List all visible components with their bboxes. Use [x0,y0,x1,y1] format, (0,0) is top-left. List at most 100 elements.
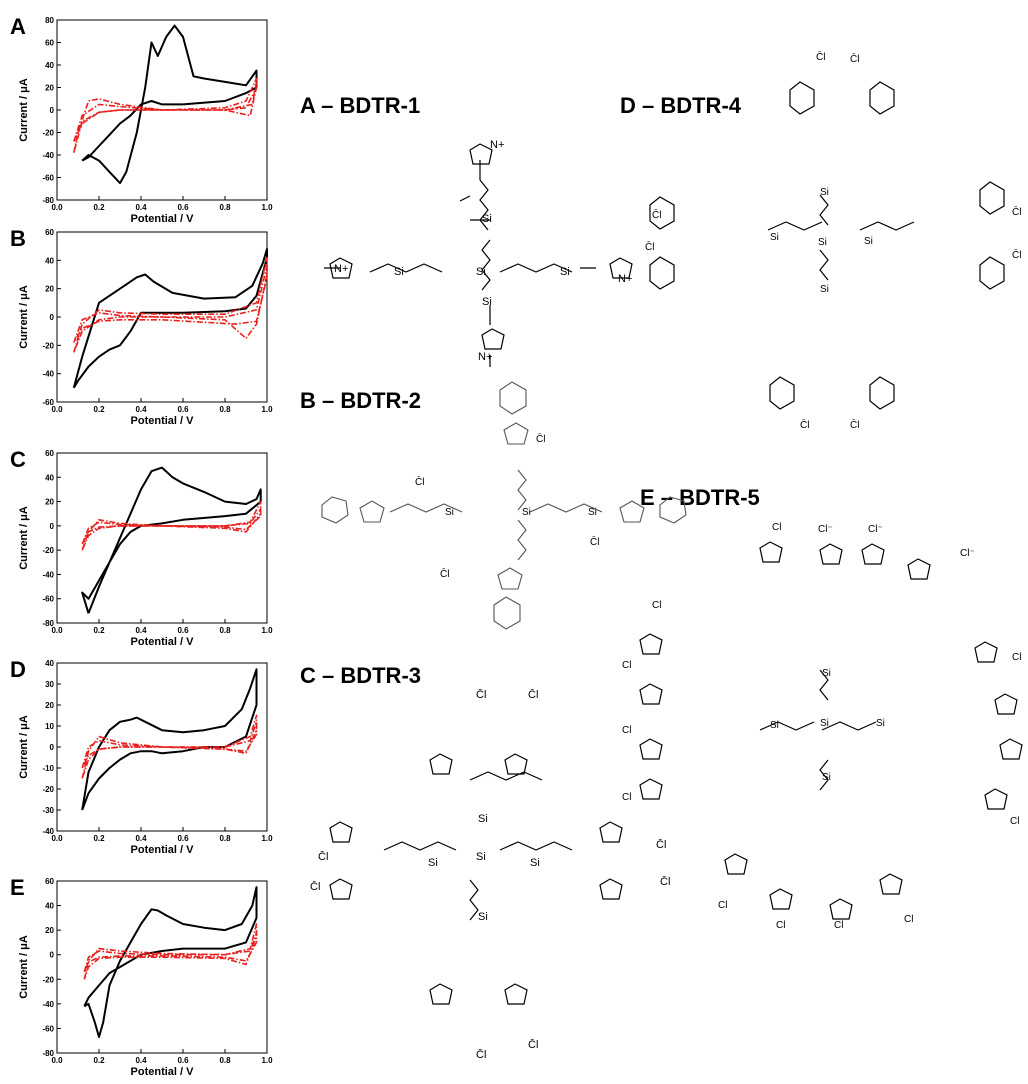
y-tick-label: 0 [50,743,55,752]
y-tick-label: -20 [42,129,54,138]
x-axis-label: Potential / V [131,415,195,427]
atom-label-cl: C̄l [850,418,859,431]
panel-letter: C [10,447,26,472]
y-tick-label: -80 [42,619,54,628]
x-tick-label: 0.4 [135,834,147,843]
x-tick-label: 1.0 [261,626,273,635]
x-tick-label: 0.2 [93,626,105,635]
atom-label-si: Si [822,668,831,679]
x-axis-label: Potential / V [131,1066,195,1078]
x-tick-label: 0.8 [219,626,231,635]
y-tick-label: 10 [45,722,54,731]
atom-label-cl: C̄l [476,1048,486,1061]
x-tick-label: 0.6 [177,626,189,635]
y-tick-label: -10 [42,764,54,773]
y-tick-label: -60 [42,398,54,407]
atom-label-cl: C̄l [440,567,449,580]
atom-label-cl: Cl [834,920,843,931]
y-tick-label: 40 [45,61,54,70]
y-axis-label: Current / μA [18,506,30,570]
cv-curve-dashdot-1 [73,77,258,154]
y-tick-label: -60 [42,1024,54,1033]
x-tick-label: 0.2 [93,203,105,212]
cv-curve-dashdot-1 [81,714,258,779]
structure-bdtr-4: Si Si Si Si Si C̄l C̄l C̄l C̄l C̄l C̄l C… [645,50,1021,431]
atom-label-si: Si [428,857,438,869]
structure-bdtr-3: Si Si Si Si Si C̄l C̄l C̄l C̄l C̄l C̄l C… [310,688,670,1061]
atom-label-si: Si [820,718,829,729]
x-axis-label: Potential / V [131,844,195,856]
x-tick-label: 0.8 [219,405,231,414]
cv-curve-dashdot-1 [73,256,268,353]
x-tick-label: 0.8 [219,203,231,212]
panel-letter: B [10,226,26,251]
y-tick-label: 0 [50,106,55,115]
atom-label-si: Si [770,720,779,731]
x-tick-label: 0.6 [177,405,189,414]
atom-label-cl: Cl [622,725,631,736]
structure-bdtr-2: Si Si Si C̄l C̄l C̄l C̄l [321,381,687,630]
plot-frame [56,452,268,624]
atom-label-cl: C̄l [1012,248,1021,261]
atom-label-cl: Cl⁻ [818,524,833,535]
cv-curve-solid [72,248,268,389]
x-tick-label: 0.8 [219,1056,231,1065]
y-tick-label: -20 [42,785,54,794]
structure-bdtr-1: Si Si Si Si Si N+ N+ N+ N+ [324,139,633,367]
atom-label-si: Si [482,296,492,308]
atom-label-cl: Cl [904,914,913,925]
atom-label-cl: Cl [776,920,785,931]
atom-label-cl: C̄l [660,875,670,888]
atom-label-nplus: N+ [618,273,632,285]
y-tick-label: -40 [42,827,54,836]
y-tick-label: 60 [45,228,54,237]
x-tick-label: 0.2 [93,834,105,843]
atom-label-si: Si [478,911,488,923]
atom-label-cl: C̄l [1012,205,1021,218]
atom-label-si: Si [820,284,829,295]
y-tick-label: 0 [50,951,55,960]
cv-curve-dashdot-2 [81,508,262,545]
x-tick-label: 0.2 [93,405,105,414]
x-tick-label: 0.6 [177,203,189,212]
atom-label-cl: C̄l [656,838,666,851]
atom-label-si: Si [522,507,531,518]
x-tick-label: 0.0 [51,1056,63,1065]
atom-label-cl: Cl [1010,816,1019,827]
atom-label-cl: C̄l [850,52,859,65]
y-tick-label: 30 [45,680,54,689]
y-tick-label: 60 [45,39,54,48]
x-tick-label: 0.6 [177,1056,189,1065]
atom-label-cl: Cl [718,900,727,911]
y-tick-label: -80 [42,1049,54,1058]
molecule-title-bdtr-4: D – BDTR-4 [620,93,742,118]
cv-charts: A 0.0 0.2 0.4 0.6 0.8 1.0 -80 -60 -40 -20 0 20 40 60 80… [10,14,273,1078]
atom-label-si: Si [864,236,873,247]
molecule-title-bdtr-2: B – BDTR-2 [300,388,421,413]
atom-label-cl: C̄l [310,880,320,893]
y-tick-label: -60 [42,174,54,183]
y-tick-label: -20 [42,341,54,350]
y-tick-label: -40 [42,570,54,579]
y-tick-label: 20 [45,926,54,935]
y-tick-label: -40 [42,151,54,160]
atom-label-cl: Cl [622,792,631,803]
atom-label-cl: C̄l [415,475,424,488]
atom-label-si: Si [478,813,488,825]
y-tick-label: 40 [45,473,54,482]
y-tick-label: 0 [50,522,55,531]
atom-label-cl: Cl [772,522,781,533]
atom-label-si: Si [394,266,404,278]
y-axis-label: Current / μA [18,78,30,142]
atom-label-si: Si [588,507,597,518]
atom-label-cl: Cl⁻ [960,548,975,559]
y-tick-label: 20 [45,285,54,294]
atom-label-cl: C̄l [590,535,599,548]
x-tick-label: 1.0 [261,1056,273,1065]
x-tick-label: 0.0 [51,405,63,414]
y-tick-label: 0 [50,313,55,322]
atom-label-si: Si [818,237,827,248]
atom-label-si: Si [770,232,779,243]
x-tick-label: 0.4 [135,626,147,635]
